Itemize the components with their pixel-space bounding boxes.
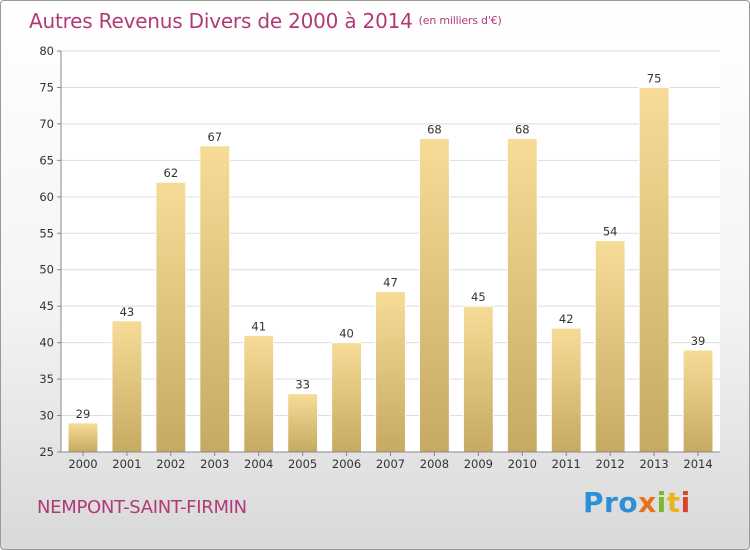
bar-2009 [462,305,494,453]
bars: 29 43 62 67 41 33 40 47 68 45 68 42 54 75 39 [67,71,714,453]
x-axis: 2000 2001 2002 2003 2004 2005 2006 2007 2008 2009… [61,451,720,471]
x-tick-label-2001: 2001 [112,457,141,471]
value-label-2011: 42 [559,312,574,326]
x-tick-label-2009: 2009 [464,457,493,471]
value-label-2001: 43 [120,305,135,319]
y-tick-label: 30 [39,409,54,423]
bar-2003 [199,145,231,453]
value-label-2010: 68 [515,122,530,136]
x-tick-label-2013: 2013 [639,457,668,471]
value-label-2007: 47 [383,276,398,290]
bar-2010 [506,137,538,453]
bar-2013 [638,86,670,453]
x-tick-label-2014: 2014 [683,457,712,471]
x-tick-label-2004: 2004 [244,457,273,471]
bar-2001 [111,320,143,453]
x-tick-label-2000: 2000 [68,457,97,471]
value-label-2000: 29 [76,407,91,421]
value-label-2009: 45 [471,290,486,304]
x-tick-label-2012: 2012 [596,457,625,471]
x-tick-label-2010: 2010 [508,457,537,471]
y-tick-label: 55 [39,226,54,240]
y-tick-label: 25 [39,445,54,459]
location-label: NEMPONT-SAINT-FIRMIN [37,497,247,518]
bar-2005 [287,393,319,453]
value-label-2012: 54 [603,225,618,239]
bar-2006 [331,342,363,453]
value-label-2006: 40 [339,327,354,341]
value-label-2002: 62 [164,166,179,180]
y-tick-label: 35 [39,372,54,386]
value-label-2008: 68 [427,122,442,136]
chart-title: Autres Revenus Divers de 2000 à 2014 (en … [29,9,502,33]
y-tick-label: 80 [39,44,54,58]
y-tick-label: 50 [39,263,54,277]
bar-2012 [594,240,626,453]
bar-2007 [375,291,406,453]
x-tick-label-2005: 2005 [288,457,317,471]
x-tick-label-2008: 2008 [420,457,449,471]
proxiti-logo: Proxiti [583,486,691,519]
y-tick-label: 75 [39,80,54,94]
x-tick-label-2003: 2003 [200,457,229,471]
value-label-2005: 33 [295,378,310,392]
unit-subtitle: (en milliers d'€) [418,14,502,27]
bar-2014 [682,349,714,453]
value-label-2004: 41 [251,319,266,333]
x-tick-label-2002: 2002 [156,457,185,471]
bar-2004 [243,334,275,453]
title-text: Autres Revenus Divers de 2000 à 2014 [29,9,413,33]
x-tick-label-2011: 2011 [552,457,581,471]
x-tick-label-2007: 2007 [376,457,405,471]
y-tick-label: 40 [39,336,54,350]
x-tick-label-2006: 2006 [332,457,361,471]
y-tick-label: 65 [39,153,54,167]
y-axis: 25 30 35 40 45 50 55 60 65 70 75 80 [39,44,62,459]
bar-2011 [550,327,582,453]
value-label-2003: 67 [207,130,222,144]
bar-2008 [418,137,450,453]
y-tick-label: 70 [39,117,54,131]
bar-2002 [155,181,187,453]
y-tick-label: 45 [39,299,54,313]
value-label-2013: 75 [647,71,662,85]
value-label-2014: 39 [691,334,706,348]
bar-2000 [67,422,99,453]
y-tick-label: 60 [39,190,54,204]
